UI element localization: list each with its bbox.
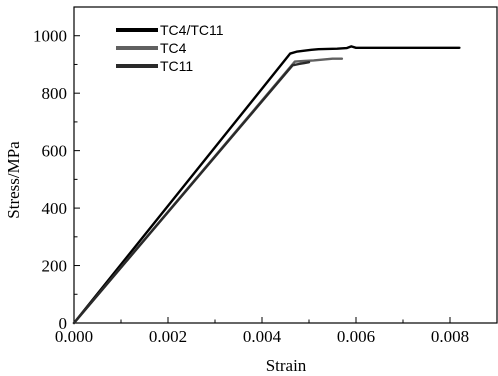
y-axis-title: Stress/MPa <box>4 141 23 219</box>
plot-area <box>73 6 498 324</box>
legend-label: TC4 <box>160 40 187 56</box>
x-tick-label: 0.004 <box>243 327 282 346</box>
series-line-tc4 <box>72 57 344 325</box>
y-tick-label: 1000 <box>33 27 67 46</box>
series-layer <box>72 45 461 325</box>
y-tick-label: 600 <box>42 142 68 161</box>
y-tick-label: 400 <box>42 199 68 218</box>
y-tick-label: 0 <box>59 314 68 333</box>
plot-border <box>73 6 498 324</box>
legend-label: TC11 <box>160 58 193 74</box>
x-tick-label: 0.006 <box>337 327 375 346</box>
x-tick-label: 0.000 <box>55 327 93 346</box>
legend-label: TC4/TC11 <box>160 22 224 38</box>
series-line-tc4-tc11 <box>72 45 461 325</box>
y-tick-label: 200 <box>42 257 68 276</box>
x-axis-title: Strain <box>266 356 307 375</box>
x-tick-label: 0.008 <box>431 327 469 346</box>
x-tick-label: 0.002 <box>149 327 187 346</box>
axis-ticks <box>73 6 498 324</box>
tick-labels: 0.000 0.002 0.004 0.006 0.008 0 200 400 600 800 10… <box>33 27 469 346</box>
y-tick-label: 800 <box>42 84 68 103</box>
legend: TC4/TC11 TC4 TC11 <box>116 22 224 74</box>
series-line-tc11 <box>72 60 311 325</box>
